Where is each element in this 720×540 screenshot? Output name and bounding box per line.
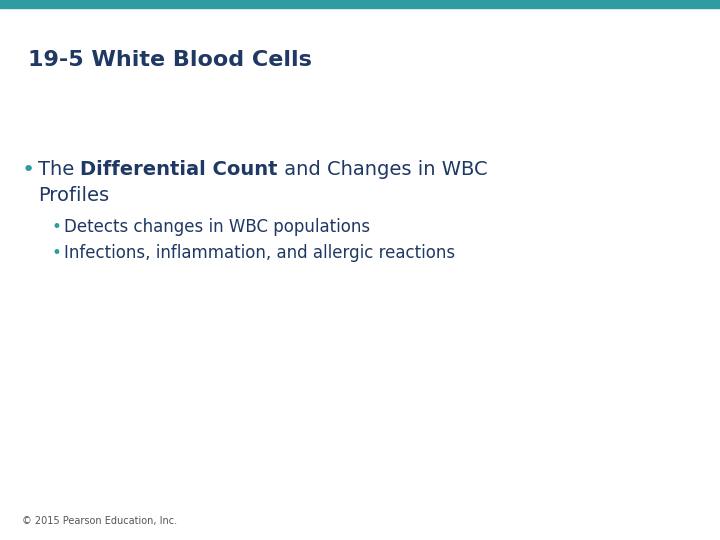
Text: Differential Count: Differential Count [81, 160, 278, 179]
Text: Infections, inflammation, and allergic reactions: Infections, inflammation, and allergic r… [64, 244, 455, 262]
Text: and Changes in WBC: and Changes in WBC [278, 160, 487, 179]
Text: Profiles: Profiles [38, 186, 109, 205]
Text: © 2015 Pearson Education, Inc.: © 2015 Pearson Education, Inc. [22, 516, 177, 526]
Text: The: The [38, 160, 81, 179]
Text: 19-5 White Blood Cells: 19-5 White Blood Cells [28, 50, 312, 70]
Text: •: • [52, 244, 62, 262]
Text: •: • [52, 218, 62, 236]
Text: Detects changes in WBC populations: Detects changes in WBC populations [64, 218, 370, 236]
Text: •: • [22, 160, 35, 180]
Bar [0, 0, 720, 8]
